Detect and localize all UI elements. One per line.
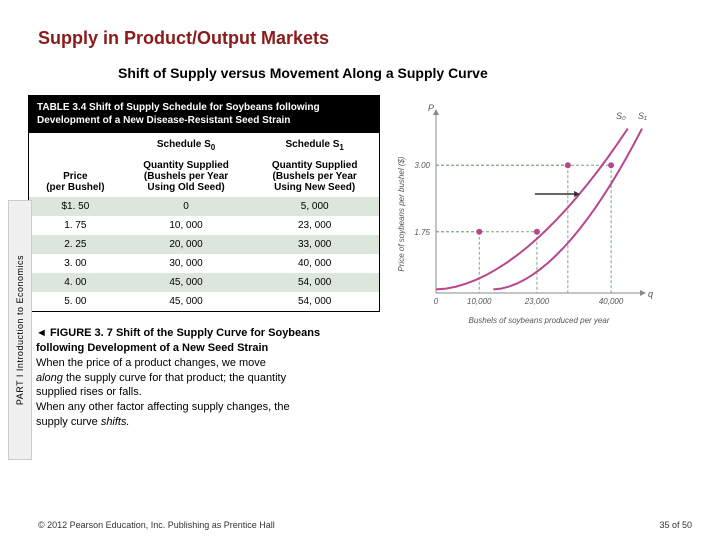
table-row: 4. 0045, 00054, 000 [29, 273, 379, 292]
svg-text:3.00: 3.00 [414, 161, 430, 170]
supply-table: Schedule S0 Schedule S1 Price (per Bushe… [29, 133, 379, 311]
svg-text:23,000: 23,000 [524, 297, 550, 306]
table-row: 3. 0030, 00040, 000 [29, 254, 379, 273]
svg-text:0: 0 [434, 297, 439, 306]
copyright: © 2012 Pearson Education, Inc. Publishin… [38, 520, 275, 530]
schedule-0-label: Schedule S0 [122, 133, 251, 156]
supply-chart: 3.00 1.75 0 10,000 23,000 40,000 Pq Price of so… [390, 99, 660, 329]
part-sidebar: PART I Introduction to Economics [8, 200, 32, 460]
svg-text:10,000: 10,000 [467, 297, 492, 306]
table-row: 1. 7510, 00023, 000 [29, 216, 379, 235]
figure-description: ◄ FIGURE 3. 7 Shift of the Supply Curve … [36, 326, 380, 430]
svg-text:Price of soybeans per bushel (: Price of soybeans per bushel ($) [397, 156, 406, 272]
part-label: PART I Introduction to Economics [15, 255, 25, 405]
col-qty-old: Quantity Supplied (Bushels per Year Usin… [122, 156, 251, 197]
table-row: 2. 2520, 00033, 000 [29, 235, 379, 254]
col-price: Price (per Bushel) [29, 156, 122, 197]
footer: © 2012 Pearson Education, Inc. Publishin… [38, 520, 692, 530]
svg-text:q: q [648, 289, 653, 299]
page-subtitle: Shift of Supply versus Movement Along a … [118, 65, 692, 81]
svg-text:S₁: S₁ [638, 111, 647, 121]
svg-text:1.75: 1.75 [414, 228, 430, 237]
page-title: Supply in Product/Output Markets [38, 28, 692, 49]
svg-text:P: P [428, 103, 434, 113]
page-number: 35 of 50 [659, 520, 692, 530]
arrow-icon: ◄ [36, 327, 47, 339]
svg-text:S₀: S₀ [616, 111, 626, 121]
schedule-1-label: Schedule S1 [250, 133, 379, 156]
svg-text:Bushels of soybeans produced p: Bushels of soybeans produced per year [469, 316, 610, 325]
table-row: $1. 5005, 000 [29, 197, 379, 216]
table-row: 5. 0045, 00054, 000 [29, 292, 379, 311]
col-qty-new: Quantity Supplied (Bushels per Year Usin… [250, 156, 379, 197]
table-caption: TABLE 3.4 Shift of Supply Schedule for S… [29, 96, 379, 133]
svg-text:40,000: 40,000 [599, 297, 624, 306]
table-3-4: TABLE 3.4 Shift of Supply Schedule for S… [28, 95, 380, 312]
